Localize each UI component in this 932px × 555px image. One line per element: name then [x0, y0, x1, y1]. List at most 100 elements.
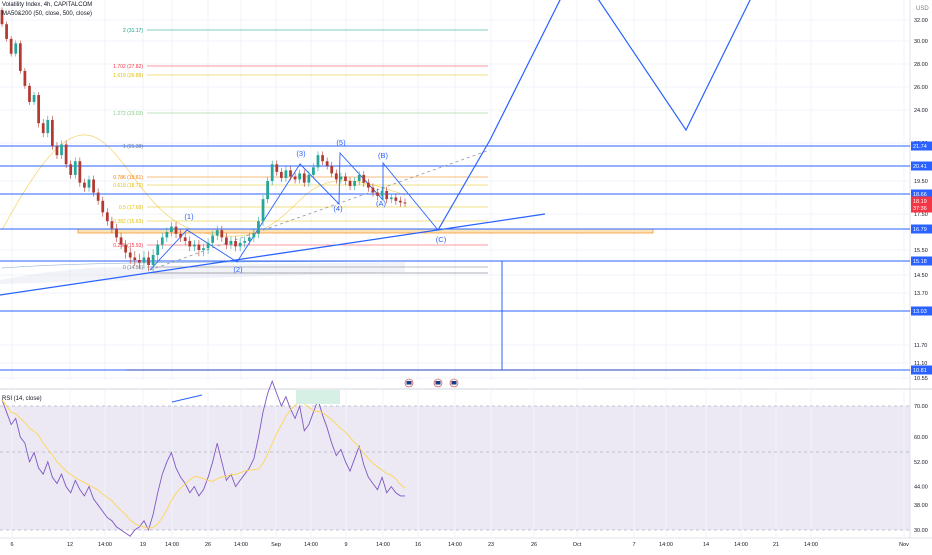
time-tick-label: 7 [632, 542, 635, 548]
wave-label: (5) [336, 138, 346, 147]
candle-body [128, 252, 132, 258]
rsi-line [1, 379, 405, 537]
candle-body [252, 233, 256, 238]
currency-label[interactable]: USD [916, 6, 929, 12]
candle-body [183, 237, 187, 241]
time-tick-label: 23 [488, 542, 494, 548]
fib-level-label: 0.236 (15.93) [113, 243, 143, 249]
wave-label: (C) [436, 235, 447, 244]
candle-body [174, 226, 178, 234]
time-tick-label: 14:00 [376, 542, 390, 548]
candle-body [229, 241, 233, 245]
price-label-text: 10.81 [913, 368, 927, 374]
time-tick-label: 14:00 [304, 542, 318, 548]
ascending-trendline [0, 213, 546, 296]
price-label-text: 16.79 [913, 227, 927, 233]
candle-body [293, 176, 297, 180]
time-tick-label: 14:00 [98, 542, 112, 548]
candle-body [41, 123, 45, 134]
price-label-text: 20.41 [913, 164, 927, 170]
rsi-legend[interactable]: RSI (14, close) [2, 396, 42, 402]
price-label-badge [911, 256, 932, 266]
rsi-tick-label: 60.00 [914, 435, 928, 441]
candle-body [385, 190, 389, 200]
candle-body [133, 257, 137, 260]
candle-body [55, 146, 59, 156]
candle-body [362, 174, 366, 183]
projection-up-line [437, 0, 561, 231]
candle-body [28, 85, 31, 102]
price-label-text: 15.18 [913, 259, 927, 265]
candle-body [165, 232, 169, 238]
candle-body [87, 179, 91, 188]
fib-level-label: 0.382 (16.63) [113, 219, 143, 225]
wave-label: (3) [296, 149, 306, 158]
price-label-badge [911, 189, 932, 199]
drawings[interactable] [0, 0, 755, 370]
time-tick-label: 14:00 [804, 542, 818, 548]
candle-body [376, 192, 379, 196]
candle-body [206, 242, 210, 249]
candle-body [14, 43, 18, 54]
price-tick-label: 11.70 [914, 343, 927, 349]
candle-body [330, 165, 334, 174]
price-label-text: 18.19 [913, 199, 927, 205]
fib-level-label: 0.5 (17.68) [119, 205, 144, 211]
candle-body [279, 171, 283, 178]
time-axis[interactable]: 6 12 14:00 19 14:00 26 14:00 Sep 14:00 9 14:00 16 14… [10, 542, 909, 548]
price-label-text: 13.03 [913, 309, 927, 315]
projection-zigzag [597, 0, 751, 132]
event-flag-icon-body [406, 381, 412, 385]
candle-body [124, 244, 128, 253]
candle-body [147, 257, 150, 265]
candle-body [220, 230, 224, 238]
price-label-text: 18.66 [913, 192, 927, 198]
orange-zone [77, 228, 654, 234]
ma-legend[interactable]: MA50&200 (50, close, 500, close) [2, 11, 93, 17]
candle-body [211, 235, 215, 243]
candle-body [325, 161, 329, 166]
event-markers[interactable] [404, 378, 459, 388]
candle-body [170, 226, 173, 232]
candle-body [156, 244, 160, 255]
candle-body [302, 173, 306, 183]
candle-body [110, 221, 114, 229]
price-axis[interactable]: 10.55 11.10 11.70 13.70 14.50 15.50 17.50 19.50… [911, 18, 932, 382]
candle-body [366, 182, 370, 188]
candle-body [18, 43, 22, 71]
price-tick-label: 19.50 [914, 179, 928, 185]
time-tick-label: Nov [899, 542, 909, 548]
candle-body [142, 257, 146, 263]
price-tick-label: 11.10 [914, 361, 927, 367]
wave-label: (4) [333, 204, 343, 213]
price-label-badge [911, 161, 932, 171]
candle-body [115, 228, 118, 238]
wave-label: (2) [233, 265, 243, 274]
candle-body [96, 192, 100, 201]
rsi-tick-label: 44.00 [914, 485, 928, 491]
candle-body [64, 144, 68, 165]
candle-body [334, 173, 338, 180]
time-tick-label: 14:00 [448, 542, 462, 548]
horizontal-lines[interactable] [0, 145, 910, 371]
fib-level-label: 1 (21.38) [123, 144, 143, 150]
candle-body [266, 181, 269, 200]
candle-body [257, 221, 260, 234]
time-tick-label: 14:00 [165, 542, 179, 548]
candle-body [298, 173, 302, 180]
candle-body [188, 241, 192, 247]
elliott-wave-path [149, 151, 439, 271]
candle-body [339, 176, 343, 180]
candle-body [60, 144, 63, 156]
candle-body [312, 167, 315, 175]
time-tick-label: 19 [140, 542, 146, 548]
symbol-title[interactable]: Volatility Index, 4h, CAPITALCOM [2, 2, 93, 8]
rsi-tick-label: 70.00 [914, 404, 928, 410]
rsi-trend-drawing [171, 394, 203, 403]
candle-body [247, 237, 251, 241]
candle-body [371, 187, 375, 193]
event-flag-icon-body [451, 381, 457, 385]
candle-body [192, 244, 196, 247]
candle-body [202, 248, 205, 250]
